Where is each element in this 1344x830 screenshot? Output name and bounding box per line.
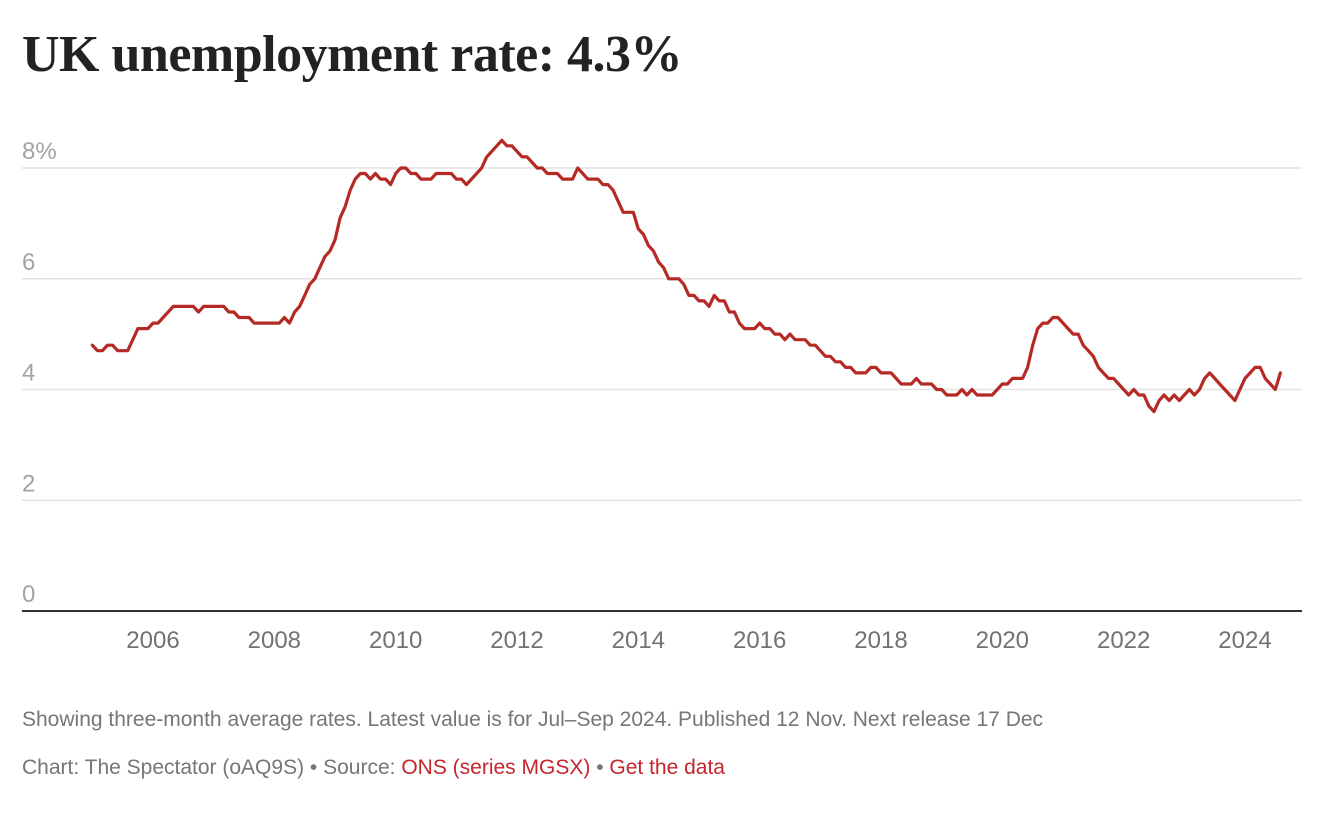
series-line bbox=[90, 138, 1282, 414]
separator: • bbox=[590, 756, 610, 779]
y-tick-label: 4 bbox=[22, 360, 35, 387]
x-tick-label: 2022 bbox=[1097, 627, 1150, 654]
gridlines bbox=[22, 167, 1302, 501]
source-link[interactable]: ONS (series MGSX) bbox=[401, 756, 591, 779]
get-the-data-link[interactable]: Get the data bbox=[609, 756, 725, 779]
chart-note: Showing three-month average rates. Lates… bbox=[22, 708, 1044, 731]
x-tick-label: 2008 bbox=[248, 627, 301, 654]
x-tick-label: 2010 bbox=[369, 627, 422, 654]
x-tick-label: 2016 bbox=[733, 627, 786, 654]
x-tick-label: 2006 bbox=[126, 627, 179, 654]
separator: • bbox=[304, 756, 324, 779]
y-tick-label: 2 bbox=[22, 470, 35, 497]
chart-title: UK unemployment rate: 4.3% bbox=[22, 26, 683, 83]
x-tick-label: 2014 bbox=[612, 627, 665, 654]
chart-credits: Chart: The Spectator (oAQ9S) • Source: O… bbox=[22, 756, 725, 780]
x-tick-label: 2024 bbox=[1218, 627, 1271, 654]
x-axis-ticks: 2006 2008 2010 2012 2014 2016 2018 2020 2022 2024 bbox=[126, 627, 1271, 654]
y-tick-label: 8% bbox=[22, 138, 57, 165]
source-label: Source: bbox=[323, 756, 402, 779]
x-tick-label: 2018 bbox=[854, 627, 907, 654]
chart-credit: Chart: The Spectator (oAQ9S) bbox=[22, 756, 305, 779]
x-tick-label: 2020 bbox=[976, 627, 1029, 654]
y-tick-label: 0 bbox=[22, 581, 35, 608]
x-tick-label: 2012 bbox=[490, 627, 543, 654]
y-tick-label: 6 bbox=[22, 249, 35, 276]
y-axis-ticks: 0 2 4 6 8% bbox=[22, 138, 57, 608]
